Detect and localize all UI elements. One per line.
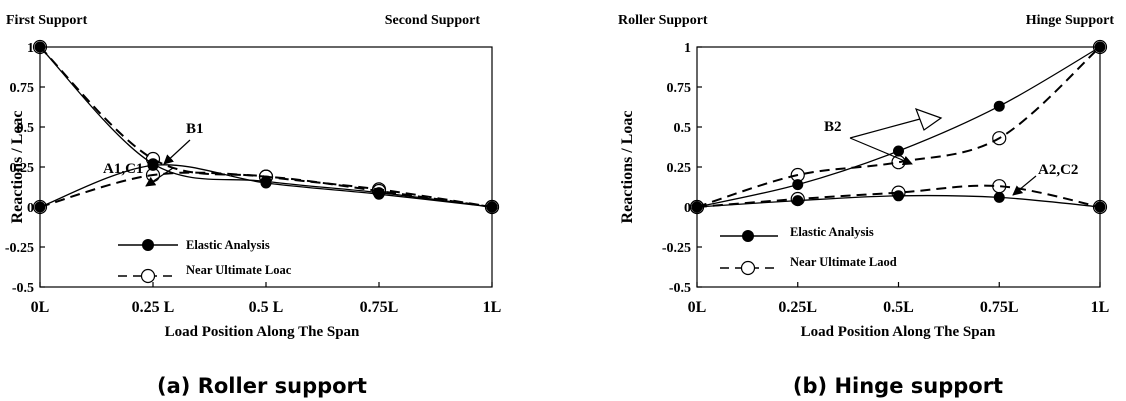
x-axis-ticks: 0L 0.25L 0.5L 0.75L 1L [688,282,1110,316]
y-tick-label: -0.5 [669,281,691,296]
data-point-ultimate [992,131,1007,146]
data-point-elastic [893,145,904,157]
y-axis-ticks: 1 0.75 0.5 0.25 0 -0.25 -0.5 [662,41,702,296]
chart-caption: (a) Roller support [157,374,367,398]
legend-marker-elastic [142,239,154,251]
annotation-a2c2-arrow [1012,175,1037,196]
x-tick-label: 0.75L [980,299,1019,316]
data-point-elastic [691,201,703,213]
support-right-label: Second Support [385,13,481,28]
annotation-a2c2: A2,C2 [1038,162,1078,178]
series-line-b2-dashed [696,46,1101,208]
chart-hinge-support: Roller Support Hinge Support 1 0.75 0.5 0.2… [618,13,1114,398]
annotation-a1c1-arrow [145,167,174,187]
y-tick-label: 1 [684,41,691,56]
annotation-b2: B2 [824,119,842,135]
series-layer [689,39,1108,215]
legend-label-ultimate: Near Ultimate Loac [186,263,292,277]
y-tick-label: 0.5 [17,121,35,136]
legend-marker-ultimate [740,260,756,276]
legend-marker-elastic [742,230,754,242]
annotation-b2-open-arrowhead [914,107,943,131]
chart-roller-support: First Support Second Support 1 0.75 0.5 0.2… [5,13,502,398]
y-axis-ticks: 1 0.75 0.5 0.25 0 -0.25 -0.5 [5,41,45,296]
series-line-b2-solid [696,46,1101,208]
annotation-b1: B1 [186,121,204,137]
legend-marker-ultimate [140,268,156,284]
x-tick-label: 0L [688,299,707,316]
y-tick-label: -0.25 [5,241,34,256]
x-tick-label: 0.5 L [249,299,284,316]
annotation-a1c1: A1,C1 [103,161,143,177]
data-point-elastic [34,201,46,213]
legend: Elastic Analysis Near Ultimate Loac [118,238,292,284]
x-tick-label: 0.75L [360,299,399,316]
data-point-elastic [486,201,498,213]
y-tick-label: 0.75 [10,81,35,96]
y-tick-label: 0 [27,201,34,216]
x-tick-label: 0.5L [883,299,914,316]
data-point-ultimate [258,169,274,184]
y-tick-label: 0.25 [10,161,35,176]
legend-label-elastic: Elastic Analysis [790,225,874,239]
annotation-b1-arrow [163,139,191,165]
data-point-ultimate [32,199,48,215]
data-point-elastic [792,195,804,207]
y-tick-label: 0 [684,201,691,216]
data-point-ultimate [790,167,805,183]
x-axis-label: Load Position Along The Span [165,324,360,340]
data-point-ultimate [371,183,387,199]
legend-label-ultimate: Near Ultimate Laod [790,255,897,269]
data-point-elastic [993,100,1005,112]
data-point-elastic [34,41,46,53]
legend-label-elastic: Elastic Analysis [186,238,270,252]
x-axis-ticks: 0L 0.25 L 0.5 L 0.75L 1L [31,282,502,316]
annotation-b2-arrow-upper [849,118,921,139]
support-left-label: Roller Support [618,13,708,28]
data-point-elastic [1094,41,1106,53]
x-tick-label: 0.25 L [132,299,175,316]
y-tick-label: 1 [27,41,34,56]
data-point-ultimate [1092,199,1108,215]
data-point-ultimate [1092,39,1108,55]
y-tick-label: 0.75 [667,81,692,96]
data-point-ultimate [689,199,705,215]
y-tick-label: 0.5 [674,121,692,136]
x-tick-label: 0L [31,299,50,316]
data-point-ultimate [484,199,500,215]
data-point-ultimate [32,39,48,55]
x-tick-label: 1L [483,299,502,316]
data-point-elastic [147,159,159,171]
data-point-elastic [1094,201,1106,213]
data-point-elastic [993,191,1005,203]
chart-caption: (b) Hinge support [793,374,1003,398]
data-point-ultimate [790,191,805,207]
series-line-a2-c2-dashed [696,184,1101,208]
support-right-label: Hinge Support [1026,13,1115,28]
y-tick-label: -0.5 [12,281,34,296]
data-point-elastic [792,179,804,191]
data-point-ultimate [992,179,1007,194]
y-axis-label: Reactions / Loac [9,111,26,224]
x-tick-label: 1L [1091,299,1110,316]
x-axis-label: Load Position Along The Span [801,324,996,340]
y-axis-label: Reactions / Loac [619,111,636,224]
data-point-ultimate [891,185,906,200]
annotation-b2-arrow-lower [849,137,913,166]
x-tick-label: 0.25L [778,299,817,316]
y-tick-label: 0.25 [667,161,692,176]
series-layer [32,39,500,215]
y-tick-label: -0.25 [662,241,691,256]
legend: Elastic Analysis Near Ultimate Laod [720,225,897,276]
support-left-label: First Support [6,13,88,28]
